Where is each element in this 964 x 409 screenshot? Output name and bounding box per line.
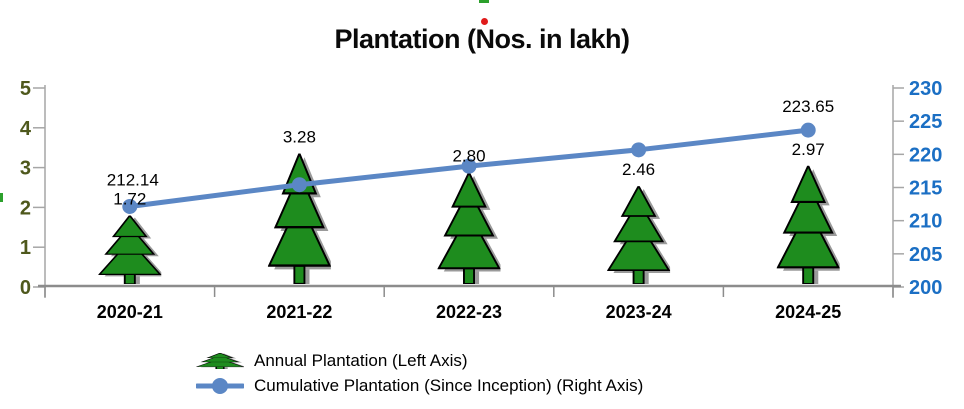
tree-pictograph [607,186,671,284]
legend-label-annual: Annual Plantation (Left Axis) [254,351,468,370]
right-axis-tick-label: 210 [909,211,942,233]
x-axis-label: 2023-24 [606,302,672,322]
pine-tree-icon [196,353,244,369]
legend: Annual Plantation (Left Axis) Cumulative… [196,351,643,401]
line-marker [631,142,647,158]
cumulative-data-label: 212.14 [107,171,159,190]
left-axis-tick-label: 1 [20,237,31,259]
red-dot-artifact [481,18,488,25]
line-marker [461,158,477,174]
x-axis-label: 2021-22 [266,302,332,322]
annual-data-label: 2.80 [452,147,485,166]
left-axis-tick-label: 5 [20,78,31,100]
annual-data-label: 1.72 [113,190,146,209]
annual-data-label: 3.28 [283,127,316,146]
left-axis-tick-label: 3 [20,158,31,180]
x-axis-label: 2022-23 [436,302,502,322]
right-axis-tick-label: 215 [909,178,942,200]
x-axis-label: 2020-21 [97,302,163,322]
legend-item-annual: Annual Plantation (Left Axis) [196,351,643,371]
right-axis-tick-label: 200 [909,277,942,299]
green-speck-top [479,0,489,3]
annual-data-label: 2.46 [622,160,655,179]
tree-pictograph [268,153,331,285]
chart-title: Plantation (Nos. in lakh) [334,24,630,54]
tree-pictograph [437,172,501,285]
left-axis-tick-label: 2 [20,197,31,219]
tree-pictograph [776,165,840,285]
legend-item-cumulative: Cumulative Plantation (Since Inception) … [196,376,643,396]
x-axis-label: 2024-25 [775,302,841,322]
left-axis-tick-label: 0 [20,277,31,299]
line-marker [291,177,307,193]
right-axis-tick-label: 205 [909,244,942,266]
line-marker [122,198,138,214]
legend-label-cumulative: Cumulative Plantation (Since Inception) … [254,376,644,395]
right-axis-tick-label: 225 [909,111,942,133]
plot-area: 0 1 2 3 4 5 200 205 210 215 220 225 230 2020-21 2021-2… [20,78,943,322]
cumulative-data-label: 223.65 [782,97,834,116]
green-speck-left [0,193,3,202]
annual-data-label: 2.97 [792,140,825,159]
line-marker [800,122,816,138]
right-axis-tick-label: 220 [909,144,942,166]
right-axis-tick-label: 230 [909,78,942,100]
line-marker-icon [196,378,244,394]
left-axis-tick-label: 4 [20,118,32,140]
tree-pictograph [98,215,162,285]
